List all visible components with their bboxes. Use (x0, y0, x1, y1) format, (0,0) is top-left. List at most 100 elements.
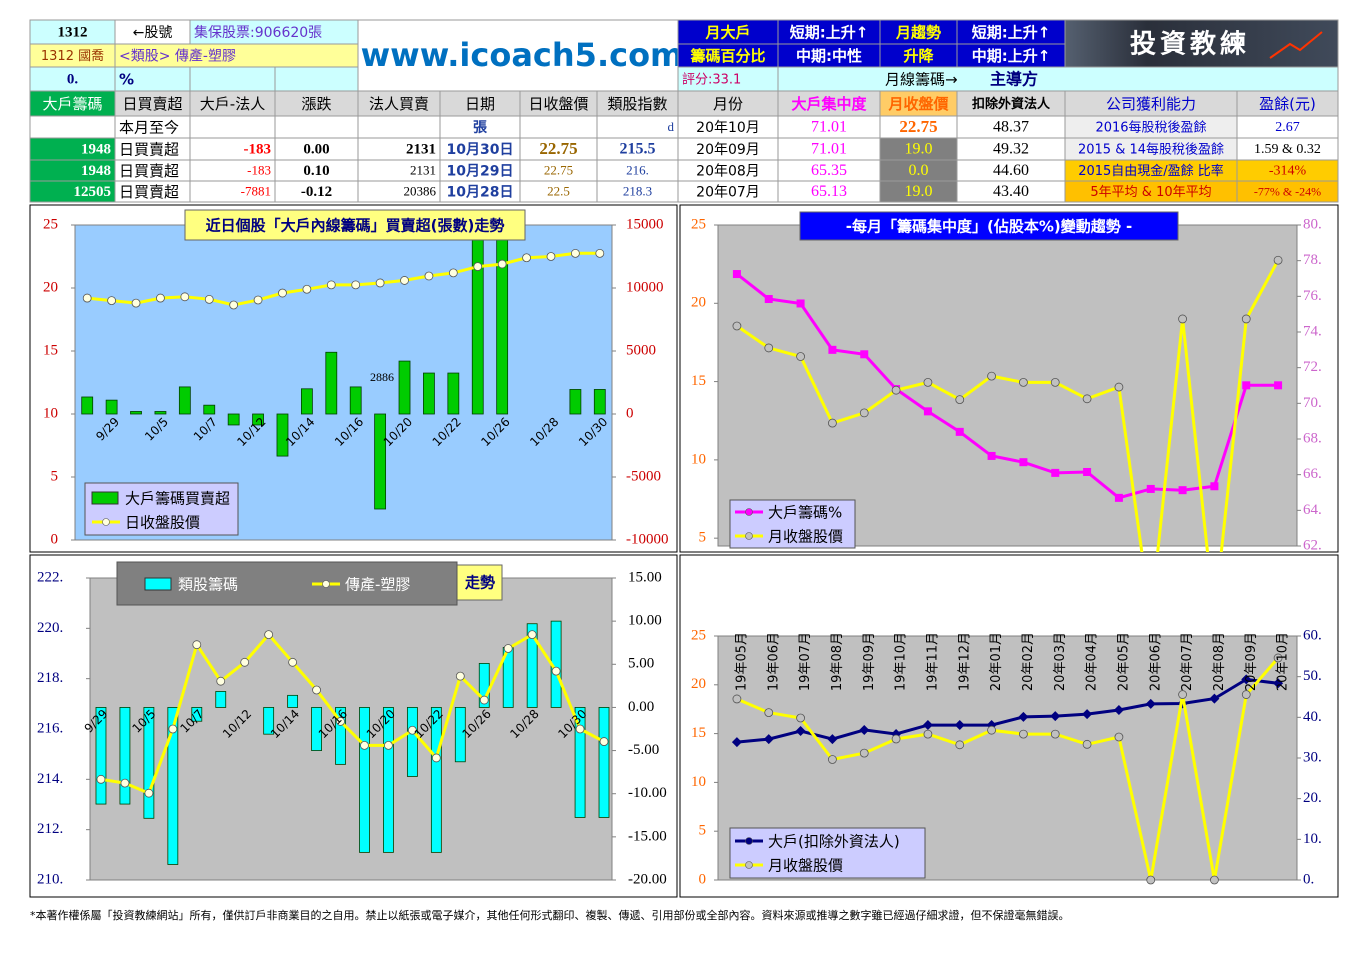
chart-title: 走勢 (465, 574, 495, 592)
x-tick-label: 19年07月 (798, 632, 813, 691)
table-cell: 2015自由現金/盈餘 比率 (1078, 163, 1224, 179)
y-tick-label: 218. (37, 670, 63, 686)
point (1241, 314, 1251, 324)
bar (263, 707, 275, 735)
line (87, 251, 600, 307)
x-tick-label: 19年09月 (862, 632, 877, 691)
y2-tick-label: 10.00 (628, 613, 662, 629)
point (473, 262, 483, 271)
legend-label: 日收盤股價 (125, 514, 200, 532)
point (400, 276, 409, 285)
table-cell: 日買賣超 (119, 183, 179, 201)
x-tick-label: 20年05月 (1116, 632, 1131, 691)
cell-text: 中期:上升↑ (972, 47, 1051, 65)
point (1273, 653, 1283, 663)
cell-text: 月大戶 (704, 24, 750, 42)
x-tick-label: 19年10月 (894, 632, 909, 691)
point (955, 395, 965, 404)
point (891, 385, 901, 395)
y2-tick-label: 15000 (626, 216, 664, 232)
cell (189, 115, 276, 139)
line (100, 632, 605, 796)
y-tick-label: 10 (691, 451, 706, 467)
y2-tick-label: 10000 (626, 279, 664, 295)
y2-tick-label: 64. (1303, 502, 1322, 518)
point (1083, 467, 1092, 476)
x-tick-label: 20年10月 (1276, 632, 1291, 691)
cell (189, 90, 276, 117)
cell-text: 評分:33.1 (682, 73, 741, 88)
point (1019, 377, 1028, 387)
point (1018, 711, 1029, 722)
table-cell: 日買賣超 (119, 162, 179, 180)
point (827, 734, 838, 745)
point (732, 694, 742, 704)
table-cell: 19.0 (905, 183, 933, 200)
bar (215, 691, 227, 708)
y-tick-label: 25 (43, 216, 58, 232)
chart-title-box (799, 211, 1179, 241)
cell-text: 短期:上升↑ (790, 24, 869, 42)
x-tick-label: 19年05月 (734, 632, 749, 691)
cell (777, 19, 881, 45)
point (479, 695, 489, 705)
cell (357, 19, 679, 92)
x-tick-label: 20年06月 (1148, 632, 1163, 691)
bar (349, 386, 362, 415)
bar (81, 396, 94, 415)
table-cell: -77% & -24% (1254, 184, 1321, 198)
point (407, 725, 417, 735)
legend-label: 傳產-塑膠 (345, 576, 410, 594)
point (732, 270, 741, 279)
point (1114, 493, 1123, 502)
table-cell: 22.75 (544, 162, 573, 177)
x-tick-label: 20年01月 (989, 632, 1004, 691)
table-cell: 20年10月 (696, 120, 760, 136)
point (1146, 875, 1156, 885)
point (891, 734, 901, 744)
brand-text: 投資教練 (1130, 29, 1250, 60)
y2-tick-label: 72. (1303, 359, 1322, 375)
table-header: 類股指數 (607, 95, 667, 113)
bar (178, 386, 191, 415)
table-cell: 0.00 (303, 141, 329, 157)
point (1145, 698, 1156, 709)
cell (879, 19, 958, 45)
table-header: 大戶-法人 (200, 95, 265, 113)
table-cell: 71.01 (811, 119, 847, 136)
table-cell: 本月至今 (119, 119, 179, 137)
point (180, 292, 190, 302)
point (522, 253, 531, 263)
cell (357, 115, 441, 139)
legend-label: 大戶籌碼買賣超 (125, 490, 230, 508)
site-url: www.icoach5.com (361, 36, 684, 74)
line (736, 677, 1279, 744)
table-header: 法人買賣 (369, 95, 429, 113)
point (131, 298, 141, 308)
point (384, 740, 393, 750)
table-cell: 1.59 & 0.32 (1254, 142, 1321, 157)
point (1051, 468, 1060, 477)
y2-tick-label: 70. (1303, 395, 1322, 411)
y-tick-label: 20 (691, 295, 706, 311)
point (859, 724, 870, 735)
point (253, 295, 263, 305)
table-cell: 10月29日 (447, 164, 514, 180)
table-cell: 0.10 (303, 163, 329, 179)
y2-tick-label: -15.00 (628, 828, 667, 844)
table-cell: 1948 (81, 163, 111, 179)
table-cell: 2016每股稅後盈餘 (1095, 120, 1206, 136)
line (736, 657, 1280, 881)
cell-text: 短期:上升↑ (972, 24, 1051, 42)
y-tick-label: 15 (43, 342, 58, 358)
point (107, 296, 117, 306)
chart-title: -每月「籌碼集中度」(佔股本%)變動趨勢 - (846, 218, 1132, 236)
x-tick-label: 20年08月 (1212, 632, 1227, 691)
point (278, 288, 287, 298)
point (168, 724, 178, 734)
line (736, 259, 1280, 552)
point (1019, 458, 1028, 467)
cell (29, 115, 116, 139)
table-cell: 20年07月 (696, 185, 760, 201)
cell (114, 66, 191, 92)
